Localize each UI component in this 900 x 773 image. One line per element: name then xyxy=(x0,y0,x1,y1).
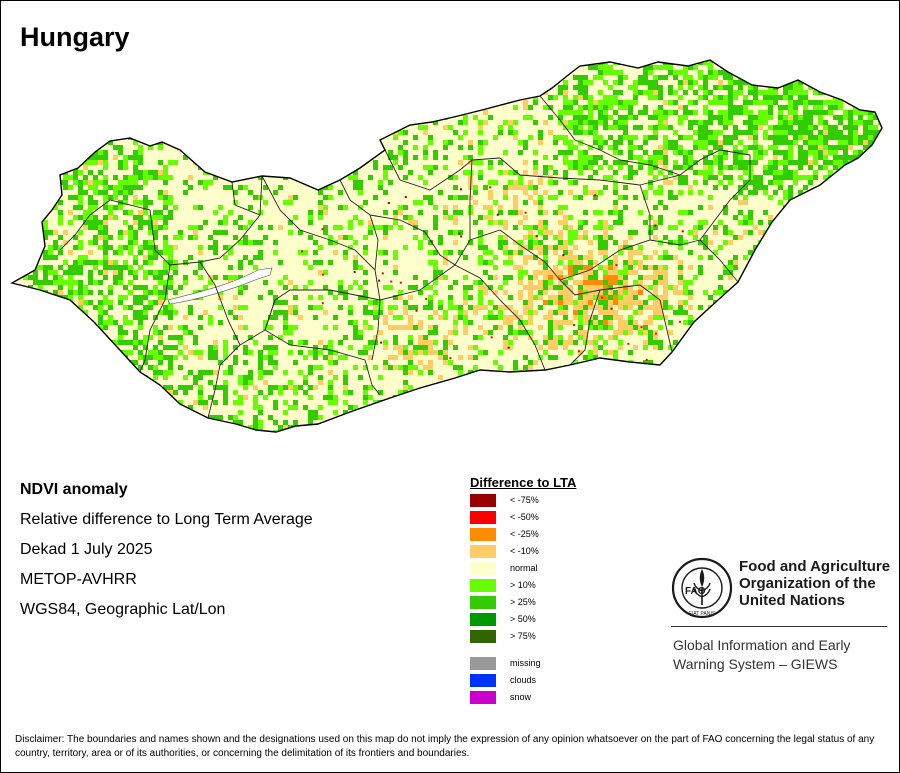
legend-item: < -50% xyxy=(470,511,610,525)
legend-swatch xyxy=(470,494,496,507)
fao-motto: FIAT PANIS xyxy=(689,611,716,617)
legend-label: > 10% xyxy=(510,580,536,590)
legend-item: > 25% xyxy=(470,596,610,610)
legend-label: normal xyxy=(510,563,538,573)
legend-label: clouds xyxy=(510,675,537,685)
legend-item: > 10% xyxy=(470,579,610,593)
legend-item: < -10% xyxy=(470,545,610,559)
legend-item: missing xyxy=(470,657,610,671)
projection: WGS84, Geographic Lat/Lon xyxy=(20,601,226,618)
legend-item: > 75% xyxy=(470,630,610,644)
legend-item: < -75% xyxy=(470,494,610,508)
legend-swatch xyxy=(470,562,496,575)
legend-item: > 50% xyxy=(470,613,610,627)
product-description: Relative difference to Long Term Average xyxy=(20,511,313,528)
sensor: METOP-AVHRR xyxy=(20,571,137,588)
legend-label: snow xyxy=(510,692,532,702)
legend-item: < -25% xyxy=(470,528,610,542)
legend-label: < -50% xyxy=(510,512,539,522)
legend-swatch xyxy=(470,674,496,687)
legend-swatch xyxy=(470,596,496,609)
legend-label: > 25% xyxy=(510,597,536,607)
hungary-ndvi-map xyxy=(10,59,883,433)
legend-swatch xyxy=(470,630,496,643)
legend-swatch xyxy=(470,657,496,670)
legend-label: missing xyxy=(510,658,541,668)
legend-label: > 75% xyxy=(510,631,536,641)
legend-swatch xyxy=(470,545,496,558)
disclaimer: Disclaimer: The boundaries and names sho… xyxy=(15,734,875,759)
giews-name: Global Information and Early Warning Sys… xyxy=(673,637,851,672)
product-name: NDVI anomaly xyxy=(20,481,128,498)
legend-item: normal xyxy=(470,562,610,576)
legend-item: clouds xyxy=(470,674,610,688)
legend-swatch xyxy=(470,613,496,626)
county-boundaries xyxy=(59,95,751,419)
period: Dekad 1 July 2025 xyxy=(20,541,153,558)
country-border xyxy=(10,59,883,433)
legend-title: Difference to LTA xyxy=(470,475,577,490)
fao-divider xyxy=(671,626,887,627)
legend-swatch xyxy=(470,579,496,592)
legend-swatch xyxy=(470,528,496,541)
fao-logo-text: FAO xyxy=(685,586,706,597)
legend-label: < -75% xyxy=(510,495,539,505)
legend-label: < -25% xyxy=(510,529,539,539)
legend-label: < -10% xyxy=(510,546,539,556)
lake-balaton xyxy=(167,267,273,305)
map-title: Hungary xyxy=(20,22,130,52)
legend-item: snow xyxy=(470,691,610,705)
legend-label: > 50% xyxy=(510,614,536,624)
fao-name: Food and Agriculture Organization of the… xyxy=(739,558,891,609)
fao-logo-icon: FAO FIAT PANIS xyxy=(671,557,733,619)
legend-swatch xyxy=(470,511,496,524)
legend-swatch xyxy=(470,691,496,704)
